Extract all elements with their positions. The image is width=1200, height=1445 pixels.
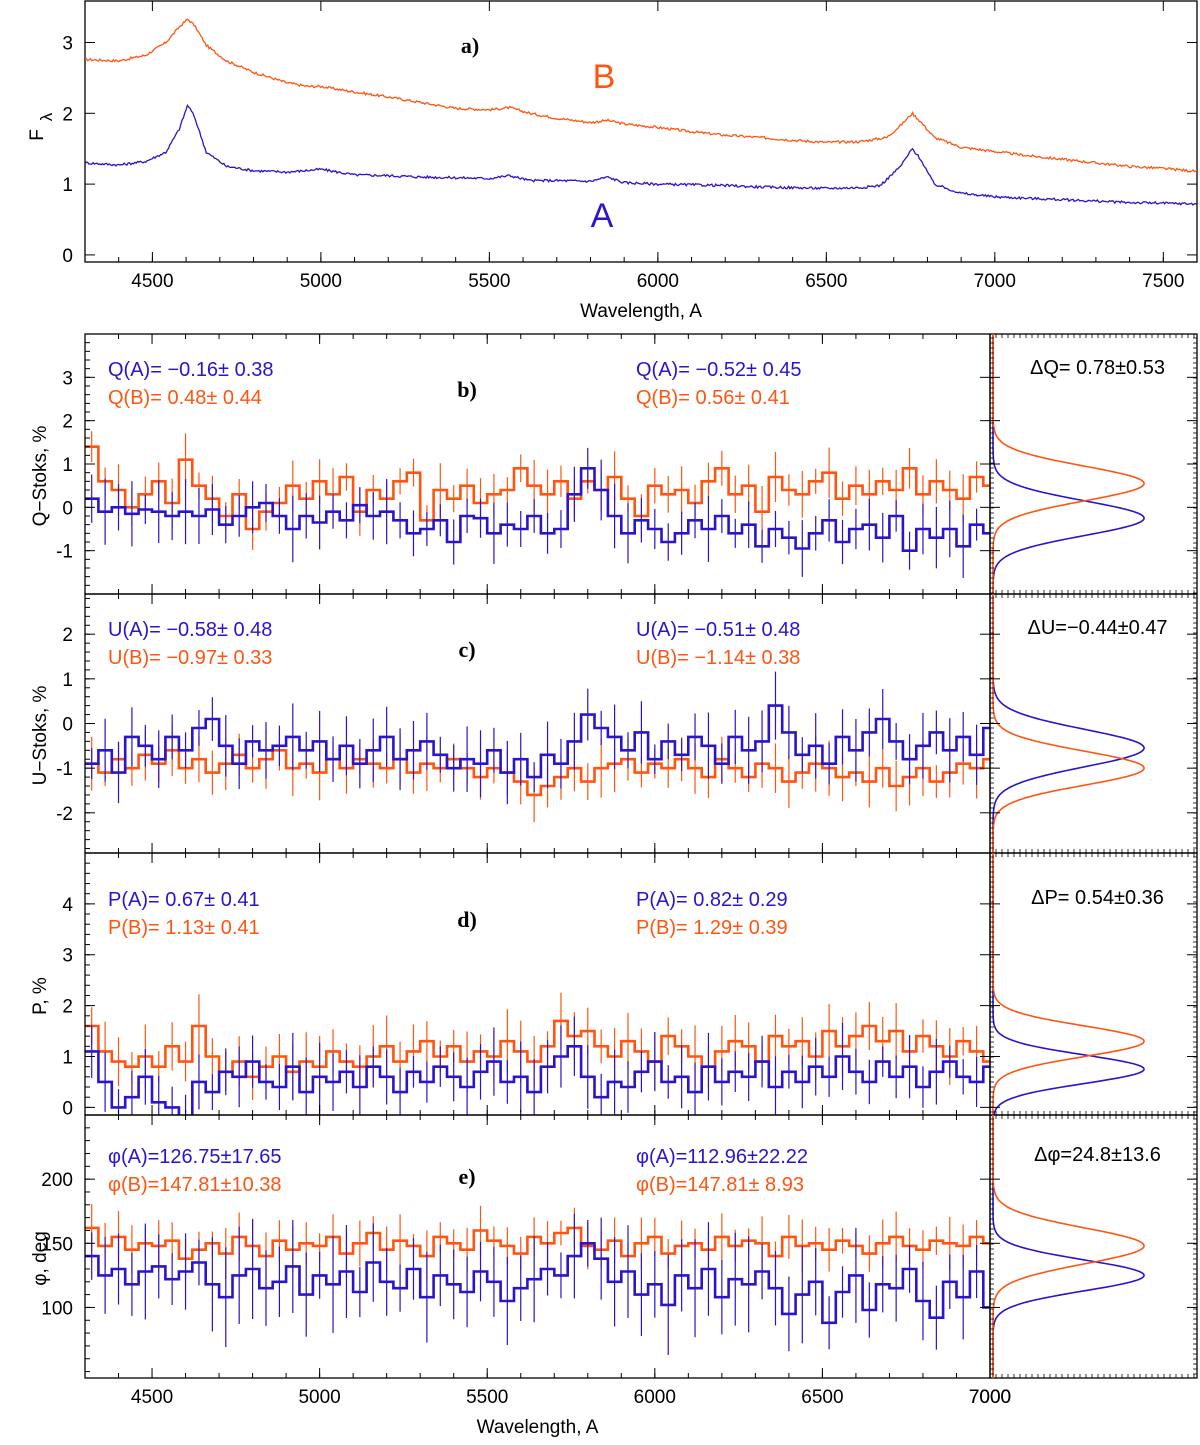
x-tick-label: 5000: [300, 271, 342, 292]
stat-right-A: U(A)= −0.51± 0.48: [636, 619, 800, 641]
x-tick-label: 7000: [974, 271, 1016, 292]
panel-e-data: [85, 1204, 990, 1358]
y-tick-label: 1: [62, 1047, 73, 1068]
stat-right-B: P(B)= 1.29± 0.39: [636, 917, 788, 939]
panel-a: B Aa) 4500 5000 5500 6000 6500 7000 7500 0 1 2 3 Wave…: [27, 0, 1198, 322]
x-tick-label: 6000: [634, 1387, 676, 1408]
stat-left-B: P(B)= 1.13± 0.41: [108, 917, 260, 939]
x-tick-label: 5000: [298, 1387, 340, 1408]
step-line-A: [85, 1242, 990, 1325]
x-tick-label: 6500: [805, 271, 847, 292]
y-tick-label: 200: [41, 1170, 73, 1191]
y-tick-label: 2: [62, 625, 73, 646]
y-tick-label: -1: [56, 759, 73, 780]
y-tick-label: 2: [62, 412, 73, 433]
panel-b-gauss: ΔQ= 0.78±0.53: [989, 333, 1198, 595]
stat-left-A: Q(A)= −0.16± 0.38: [108, 359, 274, 381]
x-tick-label: 5500: [468, 271, 510, 292]
panel-e-gauss: Δφ=24.8±13.6 7000: [969, 1114, 1198, 1408]
series-label-B: B: [593, 58, 616, 96]
stat-left-A: φ(A)=126.75±17.65: [108, 1146, 282, 1168]
stat-right-B: Q(B)= 0.56± 0.41: [636, 387, 790, 409]
stat-left-B: Q(B)= 0.48± 0.44: [108, 387, 262, 409]
stat-right-A: φ(A)=112.96±22.22: [636, 1146, 808, 1168]
panel-label-d: d): [457, 907, 477, 932]
panel-label-b: b): [457, 377, 477, 402]
delta-stat: ΔU=−0.44±0.47: [1028, 617, 1168, 639]
y-axis-label-sub: λ: [37, 112, 56, 121]
panel-a-frame: [84, 0, 1198, 263]
y-axis-label: U−Stoks, %: [30, 686, 51, 786]
x-tick-label: 7000: [969, 1387, 1011, 1408]
x-tick-label: 7000: [969, 1387, 1011, 1408]
y-axis-label: Q−Stoks, %: [30, 425, 51, 526]
x-axis-label: Wavelength, A: [580, 301, 702, 322]
x-tick-label: 6500: [801, 1387, 843, 1408]
y-tick-label: 0: [62, 715, 73, 736]
y-axis-label: P, %: [30, 977, 51, 1015]
panel-b: -1 0 1 2 3 Q−Stoks, % Q(A)= −0.16± 0.38 Q(B)= 0…: [30, 333, 991, 595]
stat-left-A: P(A)= 0.67± 0.41: [108, 889, 260, 911]
y-tick-label: 1: [62, 175, 73, 196]
y-tick-label: 0: [62, 1098, 73, 1119]
x-tick-label: 5500: [466, 1387, 508, 1408]
y-tick-label: 2: [62, 104, 73, 125]
stat-right-A: P(A)= 0.82± 0.29: [636, 889, 788, 911]
y-tick-label: 2: [62, 997, 73, 1018]
panel-d: 0 1 2 3 4 P, % P(A)= 0.67± 0.41 P(B)= 1.13± 0.4…: [30, 852, 991, 1119]
x-tick-label: 6000: [637, 271, 679, 292]
stat-right-B: φ(B)=147.81± 8.93: [636, 1174, 804, 1196]
stat-right-A: Q(A)= −0.52± 0.45: [636, 359, 802, 381]
stat-left-A: U(A)= −0.58± 0.48: [108, 619, 272, 641]
step-line-A: [85, 467, 990, 552]
spectrum-line-B: [85, 18, 1198, 173]
panel-c-data: [85, 671, 990, 823]
x-axis-label: Wavelength, A: [477, 1417, 599, 1438]
x-tick-label: 4500: [131, 1387, 173, 1408]
delta-stat: ΔQ= 0.78±0.53: [1030, 357, 1165, 379]
stat-left-B: φ(B)=147.81±10.38: [108, 1174, 282, 1196]
y-tick-label: 100: [41, 1298, 73, 1319]
stat-left-B: U(B)= −0.97± 0.33: [108, 647, 272, 669]
y-tick-label: 3: [62, 33, 73, 54]
y-tick-label: 0: [62, 498, 73, 519]
panel-e: 100 150 200 4500 5000 5500 6000 6500 7000 Wavelen…: [30, 1114, 1011, 1438]
y-axis-label: F: [27, 129, 48, 141]
panel-label-a: a): [461, 33, 479, 58]
y-tick-label: -1: [56, 542, 73, 563]
panel-label-e: e): [458, 1164, 475, 1189]
panel-c: -2 -1 0 1 2 U−Stoks, % U(A)= −0.58± 0.48 U(B)= …: [30, 593, 991, 854]
x-tick-label: 4500: [131, 271, 173, 292]
panel-c-gauss: ΔU=−0.44±0.47: [989, 593, 1198, 854]
panel-d-data: [85, 992, 990, 1115]
step-line-B: [85, 445, 990, 531]
panel-d-gauss: ΔP= 0.54±0.36: [989, 852, 1198, 1116]
y-tick-label: 3: [62, 946, 73, 967]
y-tick-label: -2: [56, 804, 73, 825]
step-line-B: [85, 1226, 990, 1260]
step-line-A: [85, 704, 990, 779]
series-label-A: A: [591, 197, 614, 235]
delta-stat: Δφ=24.8±13.6: [1034, 1144, 1161, 1166]
y-tick-label: 1: [62, 455, 73, 476]
panel-b-data: [85, 431, 990, 579]
y-tick-label: 150: [41, 1234, 73, 1255]
spectrum-line-A: [84, 104, 1198, 206]
delta-stat: ΔP= 0.54±0.36: [1031, 887, 1164, 909]
step-line-A: [85, 1045, 990, 1115]
y-tick-label: 4: [62, 895, 73, 916]
x-tick-label: 7500: [1142, 271, 1184, 292]
y-tick-label: 1: [62, 670, 73, 691]
y-tick-label: 3: [62, 368, 73, 389]
panel-label-c: c): [458, 637, 475, 662]
y-tick-label: 0: [62, 246, 73, 267]
stat-right-B: U(B)= −1.14± 0.38: [636, 647, 800, 669]
y-axis-label: φ, deg: [30, 1231, 51, 1286]
gauss-frame: [989, 1114, 1198, 1379]
